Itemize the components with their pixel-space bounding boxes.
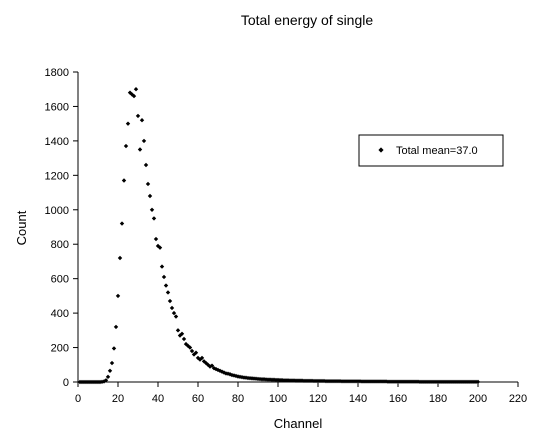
data-point <box>107 368 113 374</box>
data-point <box>175 328 181 333</box>
data-point <box>173 314 179 319</box>
data-point <box>125 121 131 126</box>
y-tick-label: 1200 <box>45 170 69 182</box>
data-point <box>121 178 127 183</box>
data-point <box>103 378 109 383</box>
data-point <box>227 372 233 377</box>
data-point <box>187 345 193 350</box>
data-point <box>235 374 241 379</box>
data-point <box>149 207 155 212</box>
data-point <box>221 370 227 375</box>
chart-title: Total energy of single <box>241 12 374 28</box>
data-point <box>207 364 213 369</box>
data-point <box>113 324 119 330</box>
data-point <box>189 348 195 354</box>
data-point <box>223 371 229 376</box>
y-tick-label: 1800 <box>45 67 69 79</box>
y-axis-title: Count <box>14 210 29 245</box>
x-tick-label: 120 <box>309 393 327 405</box>
y-tick-label: 1600 <box>45 101 69 113</box>
data-point <box>157 245 163 250</box>
x-tick-label: 40 <box>152 393 164 405</box>
x-tick-label: 140 <box>349 393 367 405</box>
legend: Total mean=37.0 <box>358 134 504 167</box>
data-point <box>133 87 139 92</box>
x-axis-ticks: 0 20 40 60 80 100 120 140 160 180 200 220 <box>75 382 527 405</box>
data-point <box>203 360 209 366</box>
x-axis-title: Channel <box>274 416 323 431</box>
x-tick-label: 180 <box>429 393 447 405</box>
y-tick-label: 1400 <box>45 136 69 148</box>
data-point <box>177 333 183 338</box>
data-point <box>195 355 201 361</box>
y-tick-label: 600 <box>51 274 69 286</box>
y-tick-label: 1000 <box>45 205 69 217</box>
x-tick-label: 80 <box>232 393 244 405</box>
data-point <box>219 369 225 374</box>
data-point <box>143 162 149 168</box>
x-tick-label: 160 <box>389 393 407 405</box>
data-point <box>115 293 121 299</box>
data-point <box>169 305 175 311</box>
data-point <box>131 93 137 99</box>
x-tick-label: 220 <box>509 393 527 405</box>
data-points <box>77 87 481 385</box>
data-point <box>109 360 115 366</box>
legend-label: Total mean=37.0 <box>396 145 478 157</box>
data-point <box>197 357 203 362</box>
data-point <box>123 143 129 149</box>
data-point <box>179 331 185 336</box>
data-point <box>191 352 197 357</box>
data-point <box>129 92 135 97</box>
data-point <box>167 298 173 304</box>
data-point <box>181 336 187 342</box>
legend-marker-diamond-icon <box>378 147 384 153</box>
y-tick-label: 200 <box>51 343 69 355</box>
data-point <box>205 362 211 367</box>
x-tick-label: 0 <box>75 393 81 405</box>
data-point <box>161 274 167 280</box>
data-point <box>165 290 171 295</box>
y-tick-label: 400 <box>51 308 69 320</box>
data-point <box>147 193 153 199</box>
data-point <box>199 355 205 361</box>
data-point <box>159 264 165 269</box>
y-tick-label: 800 <box>51 239 69 251</box>
data-point <box>171 310 177 316</box>
data-point <box>117 255 123 261</box>
data-point <box>141 138 147 144</box>
x-tick-label: 100 <box>269 393 287 405</box>
data-point <box>209 363 215 368</box>
y-tick-label: 0 <box>63 377 69 389</box>
data-point <box>105 374 111 380</box>
data-point <box>137 147 143 152</box>
data-point <box>239 374 245 380</box>
data-point <box>163 283 169 288</box>
data-point <box>119 221 125 226</box>
x-tick-label: 20 <box>112 393 124 405</box>
data-point <box>127 90 133 95</box>
data-point <box>193 350 199 355</box>
y-axis-ticks: 0 200 400 600 800 1000 1200 1400 1600 1800 <box>45 67 78 389</box>
data-point <box>139 118 145 123</box>
data-point <box>145 181 151 187</box>
data-point <box>135 113 141 119</box>
data-point <box>151 216 157 221</box>
data-point <box>153 236 159 242</box>
x-tick-label: 200 <box>469 393 487 405</box>
x-tick-label: 60 <box>192 393 204 405</box>
data-point <box>217 368 223 374</box>
data-point <box>111 346 117 351</box>
